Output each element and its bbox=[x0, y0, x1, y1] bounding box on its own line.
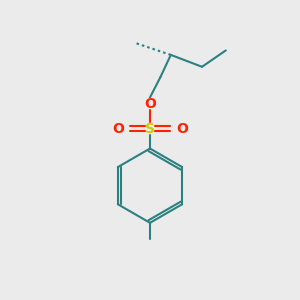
Text: O: O bbox=[144, 97, 156, 111]
Text: O: O bbox=[176, 122, 188, 136]
Text: O: O bbox=[112, 122, 124, 136]
Text: S: S bbox=[145, 122, 155, 136]
